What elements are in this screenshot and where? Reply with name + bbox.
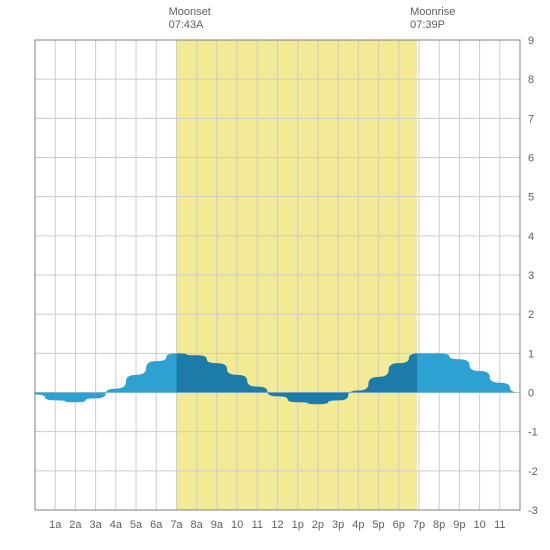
x-tick-label: 7p [413,519,425,531]
y-tick-label: 0 [528,388,534,400]
grid [35,40,520,510]
moonset-label: Moonset 07:43A [169,6,211,32]
y-tick-label: 8 [528,74,534,86]
x-tick-label: 1a [49,519,62,531]
moonrise-time: 07:39P [410,19,445,31]
x-tick-label: 3p [332,519,344,531]
moonset-title: Moonset [169,6,211,18]
x-tick-label: 5p [372,519,384,531]
x-tick-label: 8p [433,519,445,531]
y-tick-label: -2 [528,466,538,478]
x-tick-label: 3a [90,519,103,531]
x-tick-label: 9p [453,519,465,531]
x-tick-label: 12 [271,519,283,531]
x-tick-label: 1p [292,519,304,531]
moonrise-title: Moonrise [410,6,455,18]
y-tick-label: -1 [528,427,538,439]
x-tick-label: 5a [130,519,143,531]
moonset-time: 07:43A [169,19,204,31]
y-tick-label: 6 [528,153,534,165]
x-tick-label: 6p [393,519,405,531]
y-tick-label: -3 [528,505,538,517]
x-tick-label: 11 [252,519,263,531]
moonrise-label: Moonrise 07:39P [410,6,455,32]
y-tick-label: 2 [528,309,534,321]
x-tick-label: 7a [170,519,183,531]
x-tick-label: 9a [211,519,224,531]
chart-svg: -3-2-101234567891a2a3a4a5a6a7a8a9a101112… [0,0,550,550]
x-tick-label: 4p [352,519,364,531]
x-tick-label: 10 [231,519,243,531]
x-tick-label: 10 [473,519,485,531]
y-tick-label: 5 [528,192,534,204]
tide-chart: Moonset 07:43A Moonrise 07:39P -3-2-1012… [0,0,550,550]
x-tick-label: 11 [494,519,505,531]
y-tick-label: 7 [528,113,534,125]
y-tick-label: 4 [528,231,534,243]
y-tick-label: 3 [528,270,534,282]
x-tick-label: 6a [150,519,163,531]
y-tick-label: 9 [528,35,534,47]
x-tick-label: 4a [110,519,123,531]
x-tick-label: 8a [191,519,204,531]
x-tick-label: 2p [312,519,324,531]
y-tick-label: 1 [528,348,534,360]
x-tick-label: 2a [69,519,82,531]
